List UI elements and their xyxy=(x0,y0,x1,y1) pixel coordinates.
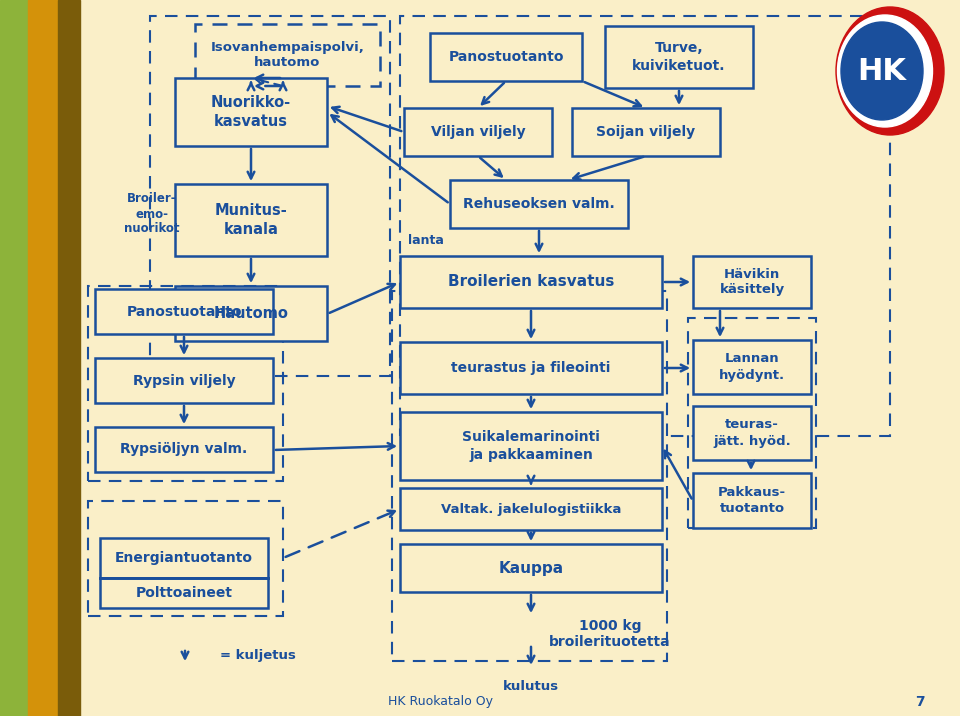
Text: Energiantuotanto: Energiantuotanto xyxy=(115,551,253,565)
Text: Valtak. jakelulogistiikka: Valtak. jakelulogistiikka xyxy=(441,503,621,516)
Ellipse shape xyxy=(837,15,932,127)
Text: Panostuotanto: Panostuotanto xyxy=(448,50,564,64)
Text: = kuljetus: = kuljetus xyxy=(220,649,296,662)
FancyBboxPatch shape xyxy=(400,342,662,394)
Text: Munitus-
kanala: Munitus- kanala xyxy=(215,203,287,237)
FancyBboxPatch shape xyxy=(572,108,720,156)
FancyBboxPatch shape xyxy=(693,473,811,528)
Text: Broiler-
emo-
nuorikot: Broiler- emo- nuorikot xyxy=(124,193,180,236)
FancyBboxPatch shape xyxy=(100,538,268,578)
Text: Isovanhempaispolvi,
hautomo: Isovanhempaispolvi, hautomo xyxy=(210,41,365,69)
FancyBboxPatch shape xyxy=(693,406,811,460)
Text: Rypsin viljely: Rypsin viljely xyxy=(132,374,235,387)
Text: Lannan
hyödynt.: Lannan hyödynt. xyxy=(719,352,785,382)
FancyBboxPatch shape xyxy=(100,578,268,608)
FancyBboxPatch shape xyxy=(400,544,662,592)
Text: kulutus: kulutus xyxy=(503,679,559,692)
Text: HK: HK xyxy=(857,57,906,85)
Text: Nuorikko-
kasvatus: Nuorikko- kasvatus xyxy=(211,95,291,129)
Text: HK Ruokatalo Oy: HK Ruokatalo Oy xyxy=(388,695,492,709)
Text: Turve,
kuiviketuot.: Turve, kuiviketuot. xyxy=(633,42,726,72)
Ellipse shape xyxy=(836,7,944,135)
FancyBboxPatch shape xyxy=(430,33,582,81)
Text: Panostuotanto: Panostuotanto xyxy=(127,304,242,319)
Text: lanta: lanta xyxy=(408,233,444,246)
Bar xyxy=(58,0,80,716)
FancyBboxPatch shape xyxy=(400,256,662,308)
Text: Broilerien kasvatus: Broilerien kasvatus xyxy=(447,274,614,289)
Text: Rehuseoksen valm.: Rehuseoksen valm. xyxy=(463,197,614,211)
Text: Hävikin
käsittely: Hävikin käsittely xyxy=(719,268,784,296)
Text: Soijan viljely: Soijan viljely xyxy=(596,125,696,139)
Text: Pakkaus-
tuotanto: Pakkaus- tuotanto xyxy=(718,486,786,515)
Text: 7: 7 xyxy=(915,695,924,709)
FancyBboxPatch shape xyxy=(95,289,273,334)
FancyBboxPatch shape xyxy=(175,286,327,341)
Text: teuras-
jätt. hyöd.: teuras- jätt. hyöd. xyxy=(713,418,791,448)
Text: Viljan viljely: Viljan viljely xyxy=(431,125,525,139)
Text: Polttoaineet: Polttoaineet xyxy=(135,586,232,600)
FancyBboxPatch shape xyxy=(95,427,273,472)
FancyBboxPatch shape xyxy=(95,358,273,403)
Text: teurastus ja fileointi: teurastus ja fileointi xyxy=(451,361,611,375)
Bar xyxy=(0,0,28,716)
FancyBboxPatch shape xyxy=(400,488,662,530)
FancyBboxPatch shape xyxy=(693,256,811,308)
Text: Hautomo: Hautomo xyxy=(213,306,288,321)
FancyBboxPatch shape xyxy=(400,412,662,480)
FancyBboxPatch shape xyxy=(175,78,327,146)
FancyBboxPatch shape xyxy=(605,26,753,88)
FancyBboxPatch shape xyxy=(450,180,628,228)
Text: Rypsiöljyn valm.: Rypsiöljyn valm. xyxy=(120,442,248,457)
Text: Suikalemarinointi
ja pakkaaminen: Suikalemarinointi ja pakkaaminen xyxy=(462,430,600,462)
FancyBboxPatch shape xyxy=(195,24,380,86)
Ellipse shape xyxy=(841,22,923,120)
Text: 1000 kg
broilerituotetta: 1000 kg broilerituotetta xyxy=(549,619,671,649)
FancyBboxPatch shape xyxy=(693,340,811,394)
FancyBboxPatch shape xyxy=(404,108,552,156)
FancyBboxPatch shape xyxy=(175,184,327,256)
Bar xyxy=(28,0,58,716)
Text: Kauppa: Kauppa xyxy=(498,561,564,576)
